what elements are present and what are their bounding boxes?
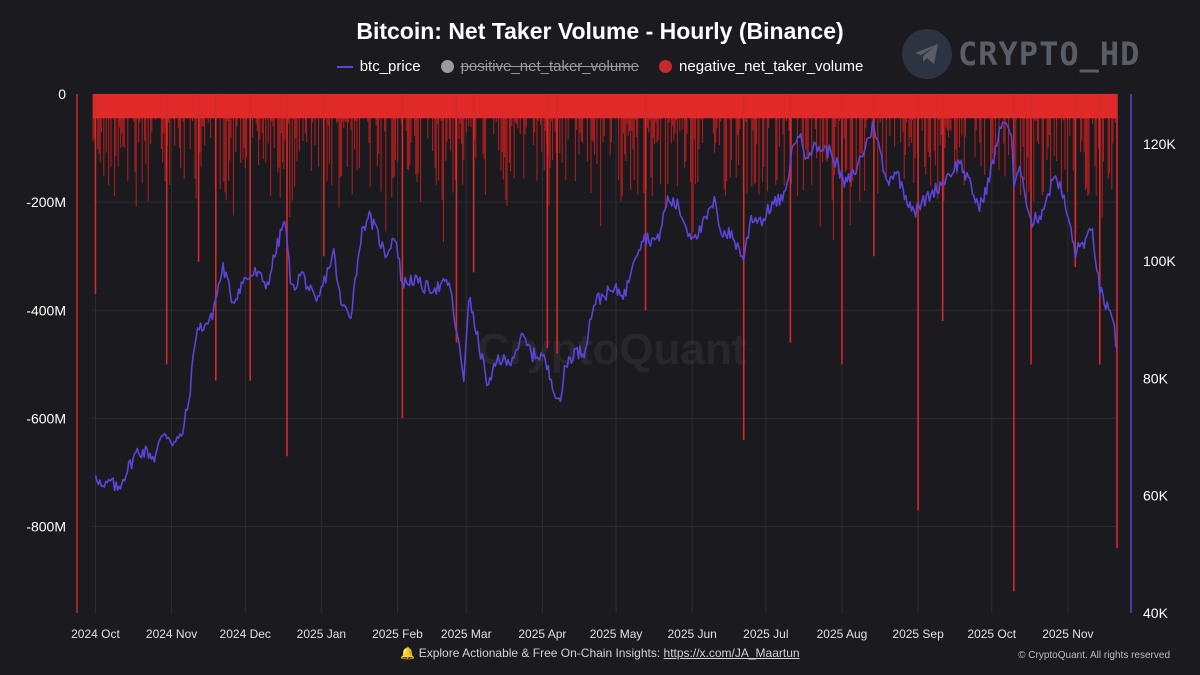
chart-title: Bitcoin: Net Taker Volume - Hourly (Bina…	[356, 18, 844, 44]
footer-link[interactable]: https://x.com/JA_Maartun	[663, 646, 800, 660]
legend-label: btc_price	[359, 58, 421, 75]
right-tick-label: 80K	[1143, 370, 1169, 386]
x-tick-label: 2024 Dec	[220, 627, 271, 641]
x-tick-label: 2024 Oct	[71, 627, 120, 641]
x-tick-label: 2025 Sep	[892, 627, 944, 641]
legend-item-btc-price[interactable]: btc_price	[336, 58, 421, 75]
x-tick-label: 2025 May	[590, 627, 643, 641]
grid-lines	[93, 93, 1117, 613]
x-tick-label: 2025 Aug	[817, 627, 868, 641]
left-tick-label: 0	[58, 86, 66, 102]
right-tick-label: 40K	[1143, 605, 1169, 621]
btc-price-path	[94, 120, 1118, 492]
axes	[76, 94, 1132, 613]
x-tick-label: 2025 Oct	[967, 627, 1016, 641]
right-tick-label: 60K	[1143, 488, 1169, 504]
brand-name: CRYPTO_HD	[958, 35, 1141, 73]
left-tick-label: -800M	[26, 519, 66, 535]
right-tick-label: 120K	[1143, 136, 1176, 152]
footer: 🔔 Explore Actionable & Free On-Chain Ins…	[0, 646, 1200, 660]
x-tick-label: 2025 Jun	[667, 627, 716, 641]
telegram-icon	[902, 29, 952, 79]
dot-marker-icon	[659, 60, 673, 73]
x-tick-label: 2025 Jan	[297, 627, 346, 641]
legend-item-positive-net-taker-volume[interactable]: positive_net_taker_volume	[440, 58, 640, 75]
chart-legend: btc_price positive_net_taker_volume nega…	[0, 58, 1200, 75]
right-tick-label: 100K	[1143, 253, 1176, 269]
btc-price-line	[94, 120, 1118, 492]
x-tick-label: 2025 Apr	[518, 627, 566, 641]
volume-band	[93, 94, 1117, 119]
x-tick-label: 2024 Nov	[146, 627, 197, 641]
copyright: © CryptoQuant. All rights reserved	[1018, 650, 1170, 661]
legend-item-negative-net-taker-volume[interactable]: negative_net_taker_volume	[659, 58, 863, 75]
tick-labels: 0 -200M -400M -600M -800M 40K 60K 80K 100K 120K 20…	[26, 86, 1176, 641]
line-marker-icon	[336, 65, 353, 68]
left-tick-label: -600M	[26, 410, 66, 426]
left-tick-label: -400M	[26, 302, 66, 318]
legend-label: positive_net_taker_volume	[460, 58, 640, 75]
left-tick-label: -200M	[26, 194, 66, 210]
negative-volume-bars	[92, 94, 1118, 592]
x-tick-label: 2025 Jul	[743, 627, 788, 641]
x-tick-label: 2025 Feb	[372, 627, 423, 641]
bell-icon: 🔔	[400, 646, 416, 660]
x-tick-label: 2025 Nov	[1042, 627, 1093, 641]
footer-text: Explore Actionable & Free On-Chain Insig…	[418, 646, 661, 660]
legend-label: negative_net_taker_volume	[679, 58, 864, 75]
dot-marker-icon	[440, 60, 454, 73]
brand-logo: CRYPTO_HD	[902, 26, 1140, 82]
x-tick-label: 2025 Mar	[441, 627, 492, 641]
